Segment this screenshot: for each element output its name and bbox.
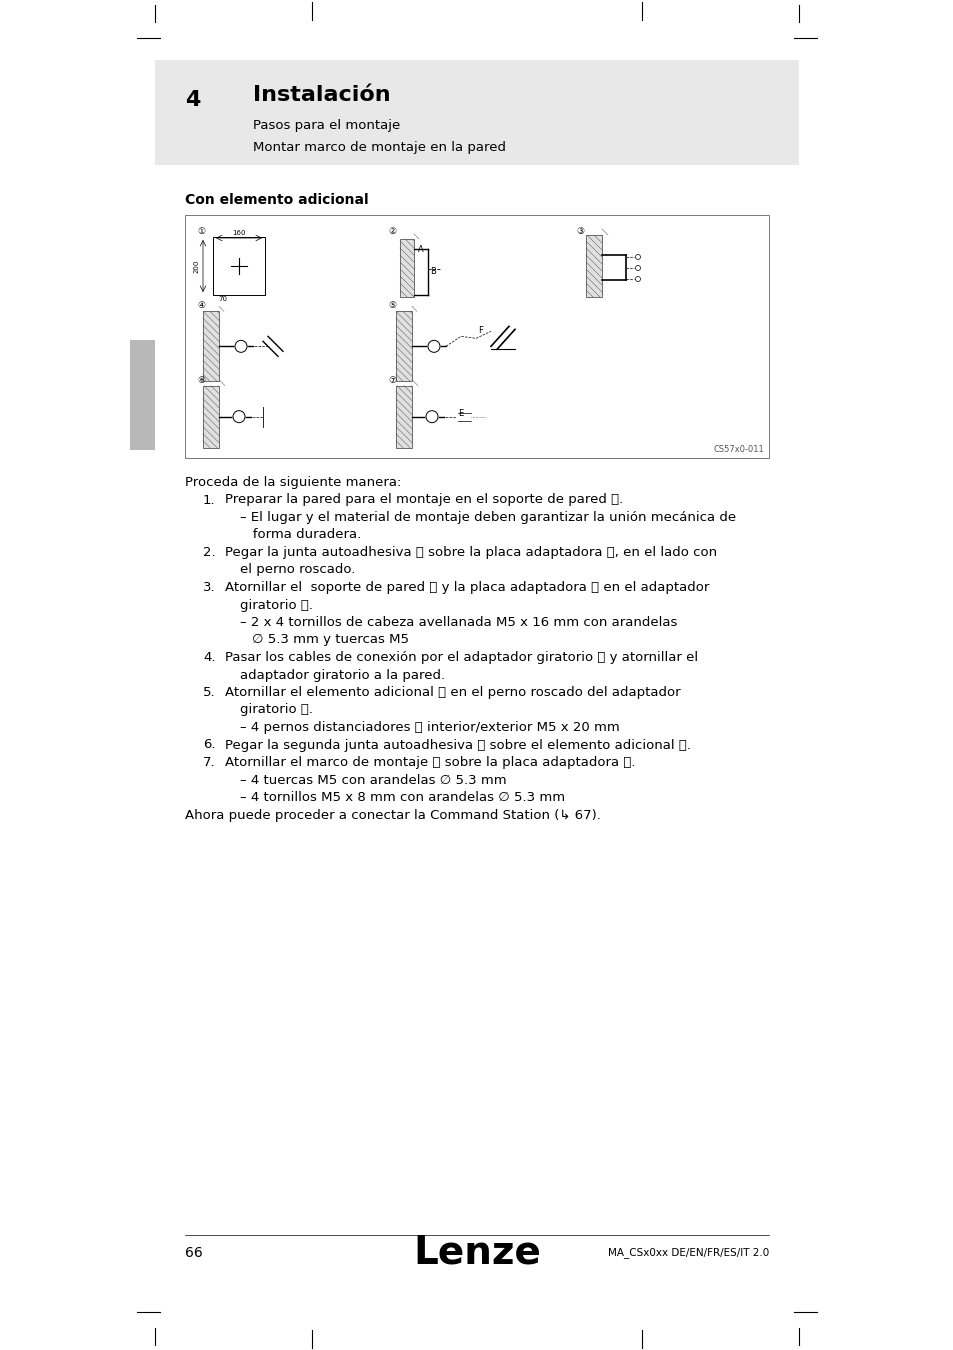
Text: Atornillar el  soporte de pared Ⓐ y la placa adaptadora Ⓒ en el adaptador: Atornillar el soporte de pared Ⓐ y la pl…: [225, 580, 709, 594]
Text: Pasos para el montaje: Pasos para el montaje: [253, 119, 400, 131]
Text: ③: ③: [576, 227, 583, 236]
Bar: [395, 386, 412, 448]
Text: 200: 200: [193, 259, 200, 273]
Text: 160: 160: [232, 230, 246, 236]
Text: ②: ②: [388, 227, 395, 236]
Text: 70: 70: [218, 296, 227, 302]
Bar: [399, 239, 414, 297]
Text: ⑦: ⑦: [388, 375, 395, 385]
Text: giratorio Ⓓ.: giratorio Ⓓ.: [240, 703, 313, 717]
Text: – 2 x 4 tornillos de cabeza avellanada M5 x 16 mm con arandelas: – 2 x 4 tornillos de cabeza avellanada M…: [240, 616, 677, 629]
Bar: [130, 340, 154, 450]
Text: ⑤: ⑤: [388, 301, 395, 310]
Text: ⑥: ⑥: [196, 375, 205, 385]
Bar: [395, 312, 412, 381]
Bar: [213, 238, 265, 296]
Text: – 4 tuercas M5 con arandelas ∅ 5.3 mm: – 4 tuercas M5 con arandelas ∅ 5.3 mm: [240, 774, 506, 787]
Text: Instalación: Instalación: [253, 85, 390, 105]
Text: el perno roscado.: el perno roscado.: [240, 563, 355, 576]
Text: 1.: 1.: [203, 494, 215, 506]
Text: ∅ 5.3 mm y tuercas M5: ∅ 5.3 mm y tuercas M5: [252, 633, 409, 647]
Text: F: F: [477, 327, 482, 335]
Text: Pegar la segunda junta autoadhesiva Ⓑ sobre el elemento adicional Ⓔ.: Pegar la segunda junta autoadhesiva Ⓑ so…: [225, 738, 690, 752]
Text: A: A: [417, 244, 423, 254]
Text: – El lugar y el material de montaje deben garantizar la unión mecánica de: – El lugar y el material de montaje debe…: [240, 512, 736, 524]
Text: CS57x0-011: CS57x0-011: [713, 446, 763, 454]
Text: Pegar la junta autoadhesiva Ⓑ sobre la placa adaptadora Ⓒ, en el lado con: Pegar la junta autoadhesiva Ⓑ sobre la p…: [225, 545, 717, 559]
Circle shape: [428, 340, 439, 352]
Text: Preparar la pared para el montaje en el soporte de pared Ⓐ.: Preparar la pared para el montaje en el …: [225, 494, 622, 506]
Text: 66: 66: [185, 1246, 203, 1260]
Text: 2.: 2.: [203, 545, 215, 559]
Text: 6.: 6.: [203, 738, 215, 752]
Text: 7.: 7.: [203, 756, 215, 770]
Text: Atornillar el elemento adicional Ⓔ en el perno roscado del adaptador: Atornillar el elemento adicional Ⓔ en el…: [225, 686, 679, 699]
Text: – 4 pernos distanciadores Ⓕ interior/exterior M5 x 20 mm: – 4 pernos distanciadores Ⓕ interior/ext…: [240, 721, 619, 734]
Bar: [203, 312, 219, 381]
Text: MA_CSx0xx DE/EN/FR/ES/IT 2.0: MA_CSx0xx DE/EN/FR/ES/IT 2.0: [607, 1247, 768, 1258]
Text: 4: 4: [185, 90, 200, 109]
Bar: [154, 59, 799, 165]
Bar: [185, 215, 768, 458]
Bar: [585, 235, 601, 297]
Text: ④: ④: [196, 301, 205, 310]
Text: 5.: 5.: [203, 686, 215, 699]
Text: Montar marco de montaje en la pared: Montar marco de montaje en la pared: [253, 140, 505, 154]
Text: B: B: [430, 266, 436, 275]
Text: – 4 tornillos M5 x 8 mm con arandelas ∅ 5.3 mm: – 4 tornillos M5 x 8 mm con arandelas ∅ …: [240, 791, 564, 805]
Text: Pasar los cables de conexión por el adaptador giratorio Ⓓ y atornillar el: Pasar los cables de conexión por el adap…: [225, 651, 698, 664]
Circle shape: [234, 340, 247, 352]
Bar: [203, 386, 219, 448]
Text: Atornillar el marco de montaje Ⓖ sobre la placa adaptadora Ⓔ.: Atornillar el marco de montaje Ⓖ sobre l…: [225, 756, 635, 770]
Text: forma duradera.: forma duradera.: [240, 528, 361, 541]
Circle shape: [233, 410, 245, 423]
Circle shape: [426, 410, 437, 423]
Text: adaptador giratorio a la pared.: adaptador giratorio a la pared.: [240, 668, 445, 682]
Text: Ahora puede proceder a conectar la Command Station (↳ 67).: Ahora puede proceder a conectar la Comma…: [185, 809, 600, 822]
Text: Con elemento adicional: Con elemento adicional: [185, 193, 368, 207]
Text: 4.: 4.: [203, 651, 215, 664]
Text: 3.: 3.: [203, 580, 215, 594]
Text: Lenze: Lenze: [413, 1234, 540, 1272]
Text: E: E: [457, 409, 463, 418]
Text: giratorio Ⓓ.: giratorio Ⓓ.: [240, 598, 313, 612]
Text: Proceda de la siguiente manera:: Proceda de la siguiente manera:: [185, 477, 401, 489]
Text: ①: ①: [196, 227, 205, 236]
